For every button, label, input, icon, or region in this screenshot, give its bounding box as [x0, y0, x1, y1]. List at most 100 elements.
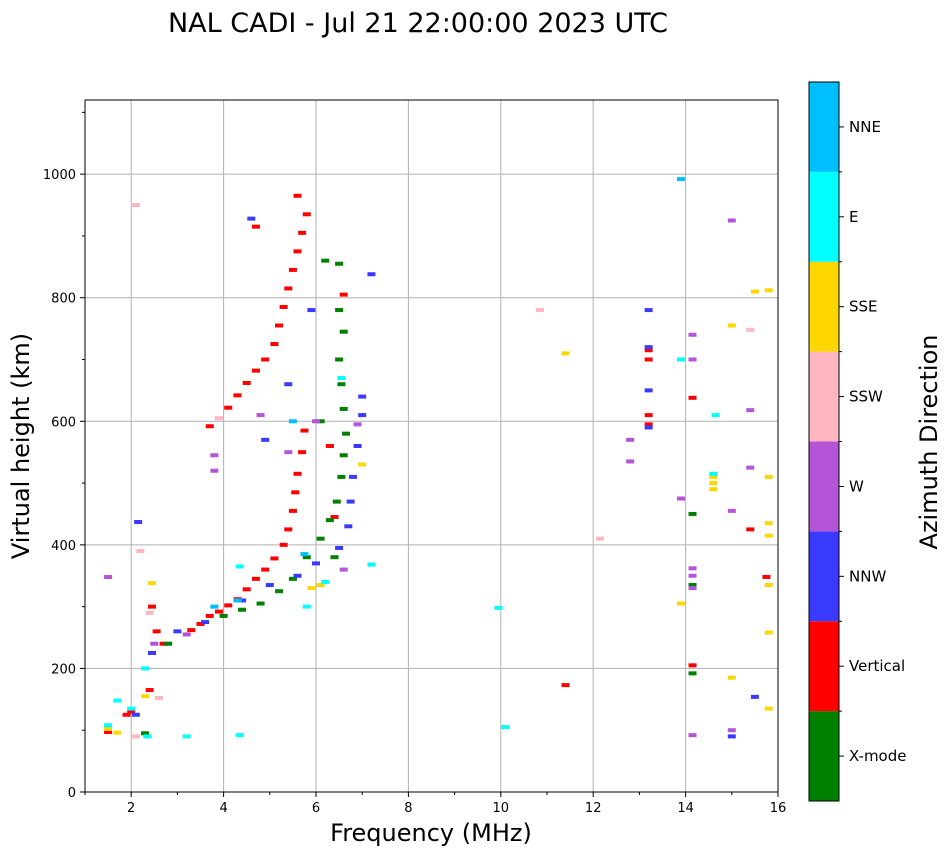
y-axis-label: Virtual height (km) — [7, 333, 35, 559]
colorbar-segment-e — [809, 171, 839, 262]
data-point-e — [127, 706, 136, 711]
data-point-nnw — [353, 444, 362, 448]
data-point-sse — [764, 521, 773, 526]
data-point-nnw — [367, 272, 376, 277]
data-point-vertical — [644, 348, 653, 353]
data-point-vertical — [261, 357, 270, 362]
colorbar-label-vertical: Vertical — [849, 657, 905, 675]
data-point-vertical — [762, 574, 771, 579]
data-point-nnw — [346, 499, 355, 504]
data-point-nnw — [644, 308, 653, 313]
data-point-x-mode — [316, 419, 325, 424]
data-point-vertical — [275, 323, 284, 328]
colorbar-frame — [808, 81, 840, 802]
colorbar-label-x-mode: X-mode — [849, 747, 906, 765]
data-point-vertical — [302, 212, 311, 217]
data-point-e — [104, 723, 113, 728]
colorbar-segment-ssw — [809, 351, 839, 442]
data-point-sse — [764, 630, 773, 635]
data-point-vertical — [251, 368, 260, 373]
data-point-vertical — [214, 609, 223, 614]
data-point-vertical — [284, 527, 293, 532]
data-point-w — [676, 496, 685, 501]
data-point-nne — [288, 419, 297, 424]
data-point-ssw — [746, 327, 755, 332]
data-point-vertical — [561, 683, 570, 688]
data-point-vertical — [242, 587, 251, 592]
data-point-w — [182, 632, 191, 637]
data-point-x-mode — [688, 583, 697, 588]
data-point-w — [727, 728, 736, 733]
y-tick-label: 1000 — [43, 168, 76, 183]
data-point-x-mode — [335, 357, 344, 362]
data-point-ssw — [536, 308, 545, 313]
data-point-x-mode — [339, 406, 348, 411]
data-point-x-mode — [688, 671, 697, 676]
data-point-vertical — [122, 712, 131, 717]
data-point-ssw — [214, 416, 223, 421]
data-point-x-mode — [339, 453, 348, 458]
colorbar-segment-nne — [809, 82, 839, 172]
data-point-vertical — [298, 450, 307, 455]
data-point-nne — [233, 598, 242, 603]
data-point-vertical — [270, 342, 279, 347]
data-point-vertical — [325, 444, 334, 448]
data-point-nnw — [201, 620, 210, 625]
data-point-e — [501, 725, 510, 730]
x-tick-label: 4 — [219, 801, 227, 816]
data-point-vertical — [339, 292, 348, 297]
y-tick-label: 800 — [51, 292, 76, 307]
data-point-x-mode — [332, 499, 341, 504]
x-tick-label: 16 — [770, 801, 787, 816]
data-point-vertical — [261, 567, 270, 572]
x-tick-label: 2 — [127, 801, 135, 816]
data-point-e — [235, 564, 244, 569]
data-point-nnw — [238, 598, 247, 603]
data-point-vertical — [159, 641, 168, 646]
data-point-e — [302, 604, 311, 609]
data-point-sse — [764, 533, 773, 538]
data-point-x-mode — [256, 601, 265, 606]
data-point-e — [235, 733, 244, 738]
data-point-ssw — [136, 549, 145, 554]
data-point-ssw — [145, 610, 154, 615]
data-point-sse — [727, 675, 736, 680]
data-point-vertical — [644, 413, 653, 418]
data-point-sse — [316, 583, 325, 588]
data-point-e — [711, 413, 720, 418]
data-point-e — [337, 376, 346, 381]
x-tick-label: 12 — [585, 801, 602, 816]
y-tick-label: 400 — [51, 539, 76, 554]
data-point-vertical — [242, 380, 251, 385]
data-point-x-mode — [219, 613, 228, 618]
data-point-sse — [676, 601, 685, 606]
data-point-x-mode — [335, 261, 344, 266]
data-point-nnw — [247, 216, 256, 221]
colorbar-label-nne: NNE — [849, 118, 881, 136]
data-point-vertical — [688, 663, 697, 668]
data-point-vertical — [298, 230, 307, 235]
data-point-x-mode — [302, 555, 311, 560]
data-point-sse — [358, 462, 367, 467]
data-point-sse — [104, 726, 113, 731]
colorbar-segment-vertical — [809, 621, 839, 712]
data-point-vertical — [145, 688, 154, 693]
data-point-vertical — [187, 628, 196, 633]
data-point-nnw — [284, 382, 293, 387]
data-point-ssw — [131, 203, 140, 208]
colorbar: X-mode Vertical NNW W SSW SSE E NNE — [808, 81, 906, 802]
y-tick-label: 600 — [51, 415, 76, 430]
data-point-nnw — [261, 437, 270, 442]
data-point-nnw — [312, 561, 320, 566]
data-point-nnw — [727, 734, 736, 739]
data-point-vertical — [279, 304, 288, 309]
data-point-nnw — [644, 345, 653, 350]
data-point-nnw — [750, 694, 759, 699]
data-point-w — [688, 573, 697, 578]
data-point-sse — [147, 581, 156, 586]
x-tick-label: 10 — [493, 801, 510, 816]
data-point-vertical — [288, 267, 297, 272]
y-tick-label: 200 — [51, 662, 76, 677]
data-point-sse — [307, 586, 316, 591]
